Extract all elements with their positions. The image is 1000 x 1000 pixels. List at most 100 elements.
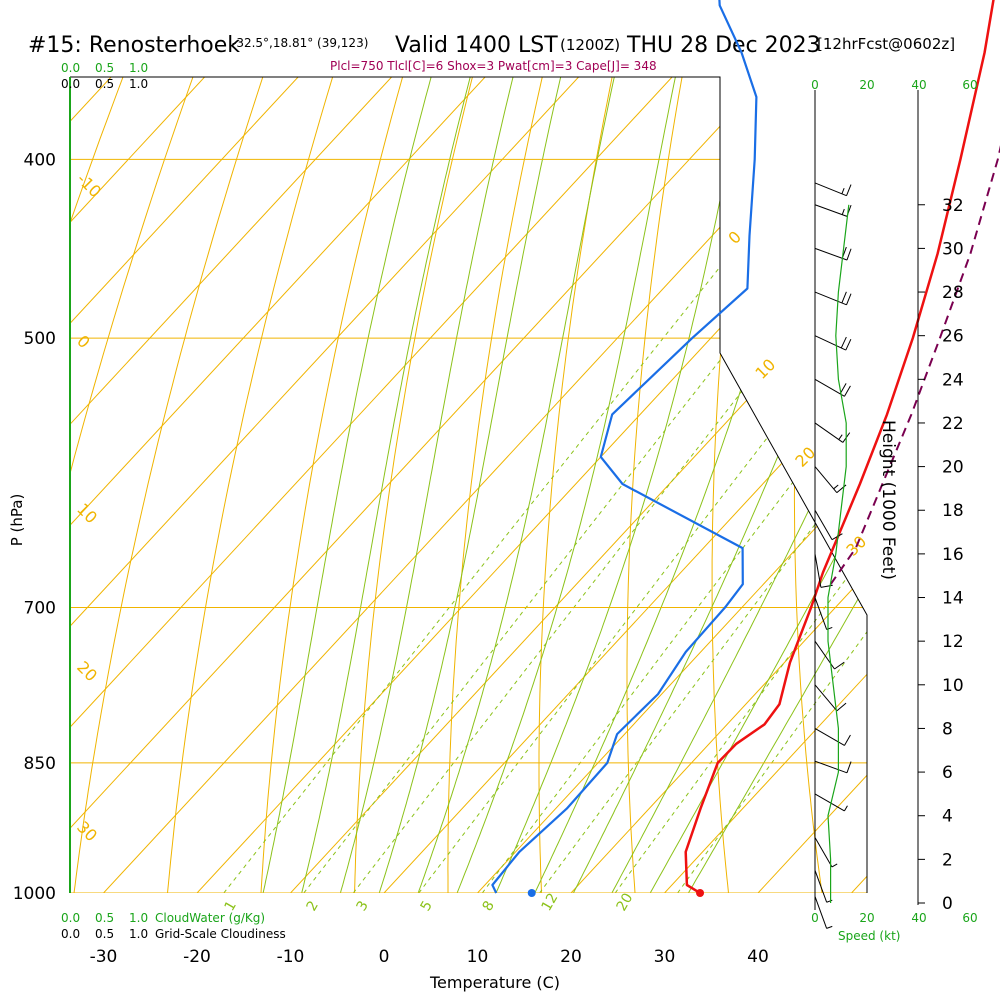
plot-outline	[70, 76, 868, 893]
wind-barb-flag	[846, 184, 852, 196]
wind-barb-staff	[814, 793, 845, 812]
station-name: #15: Renosterhoek	[28, 33, 240, 58]
top-cloudiness-scale-2: 1.0	[129, 77, 148, 91]
pressure-tick-label: 1000	[13, 884, 56, 904]
legend: 0.0 0.5 1.0 0.0 0.5 1.0 0.0 0.5 1.0 Clou…	[61, 61, 978, 943]
cloudiness-label: Grid-Scale Cloudiness	[155, 927, 286, 941]
wind-barb-staff	[814, 466, 838, 493]
height-axis-label: Height (1000 Feet)	[878, 420, 898, 580]
wind-barb	[814, 466, 847, 494]
wind-barb	[814, 335, 852, 351]
wind-barb	[814, 684, 847, 712]
mixing-ratio-line	[303, 159, 867, 893]
dry-adiabat-label: 0	[724, 227, 745, 248]
speed-tick-top-40: 40	[911, 78, 926, 92]
top-cloudiness-scale-1: 0.5	[95, 77, 114, 91]
wind-barb-flag	[840, 336, 847, 349]
surface-dewpoint-dot	[527, 889, 536, 897]
top-cloudiness-scale-0: 0.0	[61, 77, 80, 91]
wind-barb-flag	[844, 385, 851, 397]
wind-barb-flag	[846, 293, 852, 305]
pressure-tick-label: 700	[24, 598, 56, 618]
pressure-tick-label: 400	[24, 150, 56, 170]
wind-barb-flag	[833, 484, 839, 490]
wind-barb-staff	[814, 760, 848, 774]
dry-adiabat-lines	[70, 77, 867, 893]
wind-barb-staff	[814, 553, 822, 588]
wind-barb-staff	[814, 247, 848, 261]
temperature-tick-label: 10	[467, 947, 489, 967]
dry-adiabat-line	[626, 77, 755, 893]
forecast-date: THU 28 Dec 2023	[626, 33, 821, 58]
height-tick-label: 0	[942, 894, 953, 914]
y-axis-label: P (hPa)	[8, 494, 26, 547]
wind-barb-staff	[814, 291, 847, 306]
dry-adiabat-label: 20	[73, 657, 101, 685]
station-coords: -32.5°,18.81° (39,123)	[232, 36, 368, 50]
wind-barb	[814, 793, 848, 812]
wind-barb-staff	[814, 335, 847, 351]
wind-barb-flag	[846, 248, 852, 261]
mixing-ratio-label: 2	[304, 898, 322, 914]
wind-barb	[814, 204, 852, 217]
mixing-ratio-label: 20	[614, 891, 637, 914]
isotherm-line	[70, 77, 867, 893]
cloudiness-scale-1: 0.5	[95, 927, 114, 941]
isotherm-line	[70, 77, 695, 893]
isotherm-line	[70, 77, 867, 893]
temperature-tick-label: -30	[90, 947, 118, 967]
isotherm-line	[534, 77, 867, 893]
wind-barb-staff	[814, 684, 838, 712]
wind-barb-flag	[831, 533, 843, 541]
height-tick-label: 12	[942, 632, 964, 652]
cloudwater-label: CloudWater (g/Kg)	[155, 911, 265, 925]
wind-barb	[814, 553, 833, 588]
wind-barb-flag	[841, 291, 847, 304]
height-tick-label: 28	[942, 283, 964, 303]
isotherm-line	[627, 77, 867, 893]
dry-adiabat-line	[70, 77, 382, 893]
moist-adiabat-line	[291, 77, 567, 893]
wind-barb-flag	[831, 863, 838, 868]
wind-barb	[814, 760, 852, 774]
wind-barb	[814, 509, 843, 541]
speed-tick-0: 0	[811, 911, 819, 925]
dry-adiabat-label: -10	[73, 169, 105, 201]
wind-barb-flag	[844, 734, 851, 746]
top-cloudwater-scale-1: 0.5	[95, 61, 114, 75]
temperature-tick-label: -20	[183, 947, 211, 967]
cloudwater-scale-0: 0.0	[61, 911, 80, 925]
wind-speed-line	[827, 204, 850, 903]
stability-params: Plcl=750 Tlcl[C]=6 Shox=3 Pwat[cm]=3 Cap…	[330, 59, 657, 73]
wind-barb-staff	[814, 182, 847, 197]
cloudiness-scale-2: 1.0	[129, 927, 148, 941]
wind-barb-flag	[841, 208, 845, 215]
wind-barb	[814, 870, 833, 903]
wind-barb-flag	[834, 661, 845, 670]
speed-profile	[827, 204, 850, 903]
wind-barb	[814, 896, 833, 929]
mixing-ratio-line	[352, 159, 867, 893]
height-tick-label: 20	[942, 458, 964, 478]
isotherm-line	[70, 77, 414, 893]
moist-adiabat-line	[665, 77, 867, 893]
top-cloudwater-scale-0: 0.0	[61, 61, 80, 75]
isotherm-line	[70, 77, 321, 893]
cloudwater-scale-2: 1.0	[129, 911, 148, 925]
forecast-run: [12hrFcst@0602z]	[817, 35, 955, 53]
mixing-ratio-label: 8	[480, 898, 498, 914]
dry-adiabat-line	[70, 77, 319, 893]
mixing-ratio-line	[481, 159, 867, 893]
mixing-ratio-label: 5	[418, 898, 436, 914]
wind-barb-staff	[814, 870, 828, 903]
speed-tick-top-20: 20	[859, 78, 874, 92]
mixing-ratio-line	[539, 159, 867, 893]
height-tick-label: 8	[942, 719, 953, 739]
speed-tick-top-60: 60	[962, 78, 977, 92]
skewt-grid	[70, 77, 867, 893]
wind-barb-flag	[845, 338, 852, 351]
wind-barb-staff	[814, 728, 845, 746]
